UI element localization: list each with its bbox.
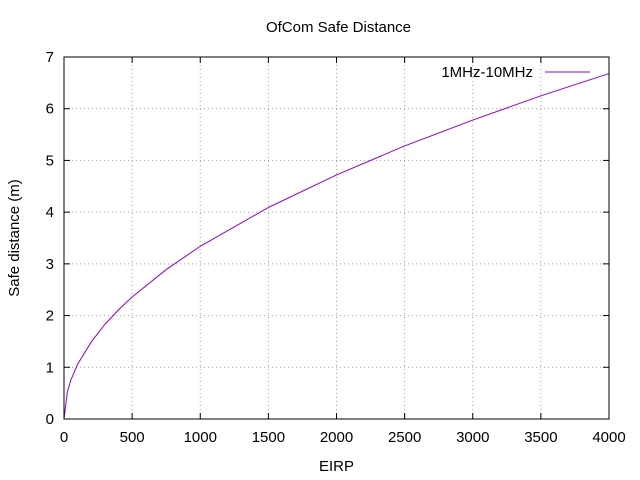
x-tick-label: 3000 bbox=[456, 429, 489, 446]
x-tick-label: 4000 bbox=[592, 429, 625, 446]
x-tick-label: 3500 bbox=[524, 429, 557, 446]
x-tick-label: 2000 bbox=[320, 429, 353, 446]
y-tick-label: 3 bbox=[46, 256, 54, 273]
x-tick-label: 500 bbox=[120, 429, 145, 446]
x-tick-label: 2500 bbox=[388, 429, 421, 446]
legend-label: 1MHz-10MHz bbox=[441, 64, 533, 81]
y-axis-label: Safe distance (m) bbox=[6, 179, 23, 297]
y-tick-label: 7 bbox=[46, 49, 54, 66]
y-tick-label: 1 bbox=[46, 359, 54, 376]
x-tick-label: 1000 bbox=[184, 429, 217, 446]
y-tick-label: 0 bbox=[46, 411, 54, 428]
y-tick-label: 6 bbox=[46, 101, 54, 118]
grid bbox=[64, 57, 609, 419]
y-tick-label: 5 bbox=[46, 152, 54, 169]
series-lines bbox=[63, 73, 610, 420]
legend: 1MHz-10MHz bbox=[441, 64, 590, 81]
x-tick-label: 0 bbox=[60, 429, 68, 446]
chart-title: OfCom Safe Distance bbox=[266, 19, 411, 36]
axis-ticks: 0 500 1000 1500 2000 2500 3000 3500 4000 0 1 2 3 4 5 6 7 bbox=[46, 49, 626, 446]
series-line-0 bbox=[63, 73, 610, 420]
x-axis-label: EIRP bbox=[319, 458, 354, 475]
y-tick-label: 4 bbox=[46, 204, 54, 221]
y-tick-label: 2 bbox=[46, 308, 54, 325]
x-tick-label: 1500 bbox=[252, 429, 285, 446]
